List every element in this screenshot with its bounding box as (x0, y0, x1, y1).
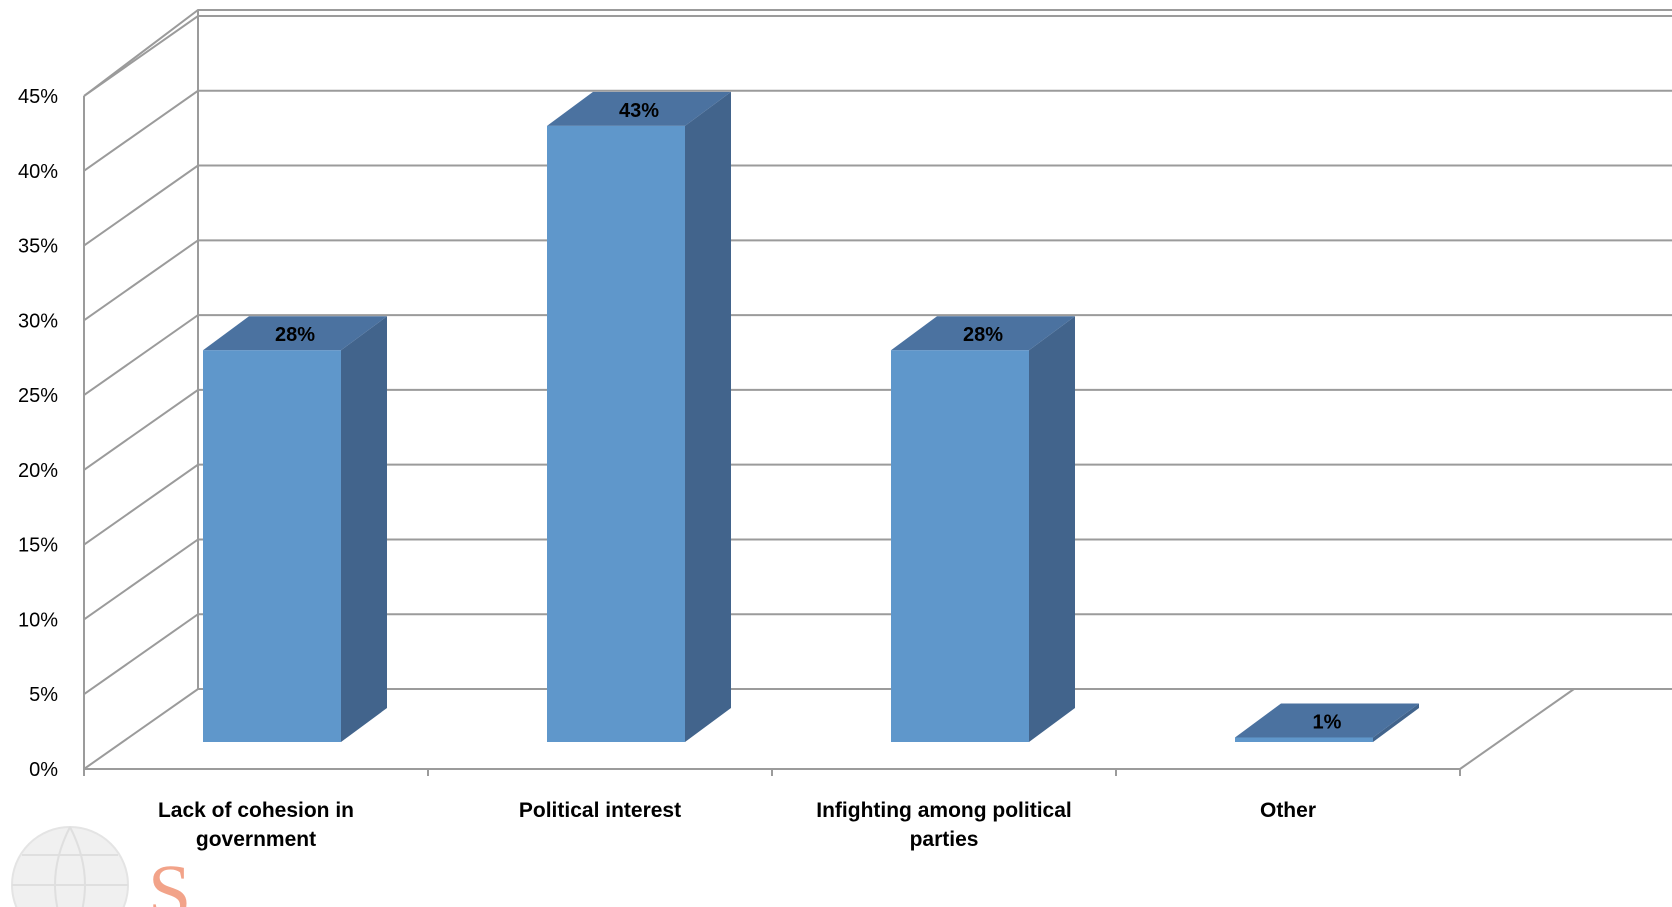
bar-top (891, 316, 1075, 351)
floor-right-edge (1459, 688, 1575, 770)
category-label: Political interest (519, 799, 681, 822)
watermark-letter: S (148, 848, 191, 907)
bars: 28% 43% 28% 1% (203, 91, 1419, 742)
data-label: 28% (963, 324, 1003, 346)
data-label: 28% (275, 324, 315, 346)
y-tick-label: 25% (18, 385, 58, 407)
data-label: 1% (1313, 712, 1342, 734)
category-label: Infighting among political parties (816, 799, 1071, 851)
globe-icon (11, 826, 129, 907)
data-label: 43% (619, 100, 659, 122)
bar-front (203, 350, 341, 742)
grid-line (83, 15, 1672, 97)
bar-side (1029, 316, 1075, 742)
bar-side (685, 91, 731, 742)
bar: 1% (1235, 703, 1419, 742)
y-tick-label: 20% (18, 460, 58, 482)
grid-line (83, 89, 1672, 172)
category-label: Lack of cohesion in government (158, 799, 354, 851)
grid-line (83, 164, 1672, 247)
bar-side (1373, 703, 1419, 742)
globe-meridian (12, 826, 128, 907)
y-tick-label: 40% (18, 161, 58, 183)
bar: 28% (891, 316, 1075, 742)
bar-top (547, 91, 731, 126)
bar-front (1235, 737, 1373, 742)
y-tick-label: 5% (29, 684, 58, 706)
watermark-logo: S (11, 826, 191, 907)
bar-front (891, 350, 1029, 742)
y-axis-ticks: 0% 5% 10% 15% 20% 25% 30% 35% 40% 45% (18, 86, 58, 781)
grid-line-top (83, 9, 1672, 97)
bar-top (1235, 703, 1419, 738)
bar-top (203, 316, 387, 351)
y-tick-label: 10% (18, 609, 58, 631)
y-tick-label: 45% (18, 86, 58, 108)
category-label: Other (1260, 799, 1316, 822)
bar-side (341, 316, 387, 742)
bar-front (547, 125, 685, 742)
axes (83, 10, 1575, 776)
bar: 43% (547, 91, 731, 742)
category-labels: Lack of cohesion in government Political i… (158, 799, 1316, 851)
y-tick-label: 30% (18, 310, 58, 332)
grid-line (83, 239, 1672, 322)
bar: 28% (203, 316, 387, 742)
y-tick-label: 35% (18, 236, 58, 258)
y-tick-label: 0% (29, 759, 58, 781)
y-tick-label: 15% (18, 535, 58, 557)
